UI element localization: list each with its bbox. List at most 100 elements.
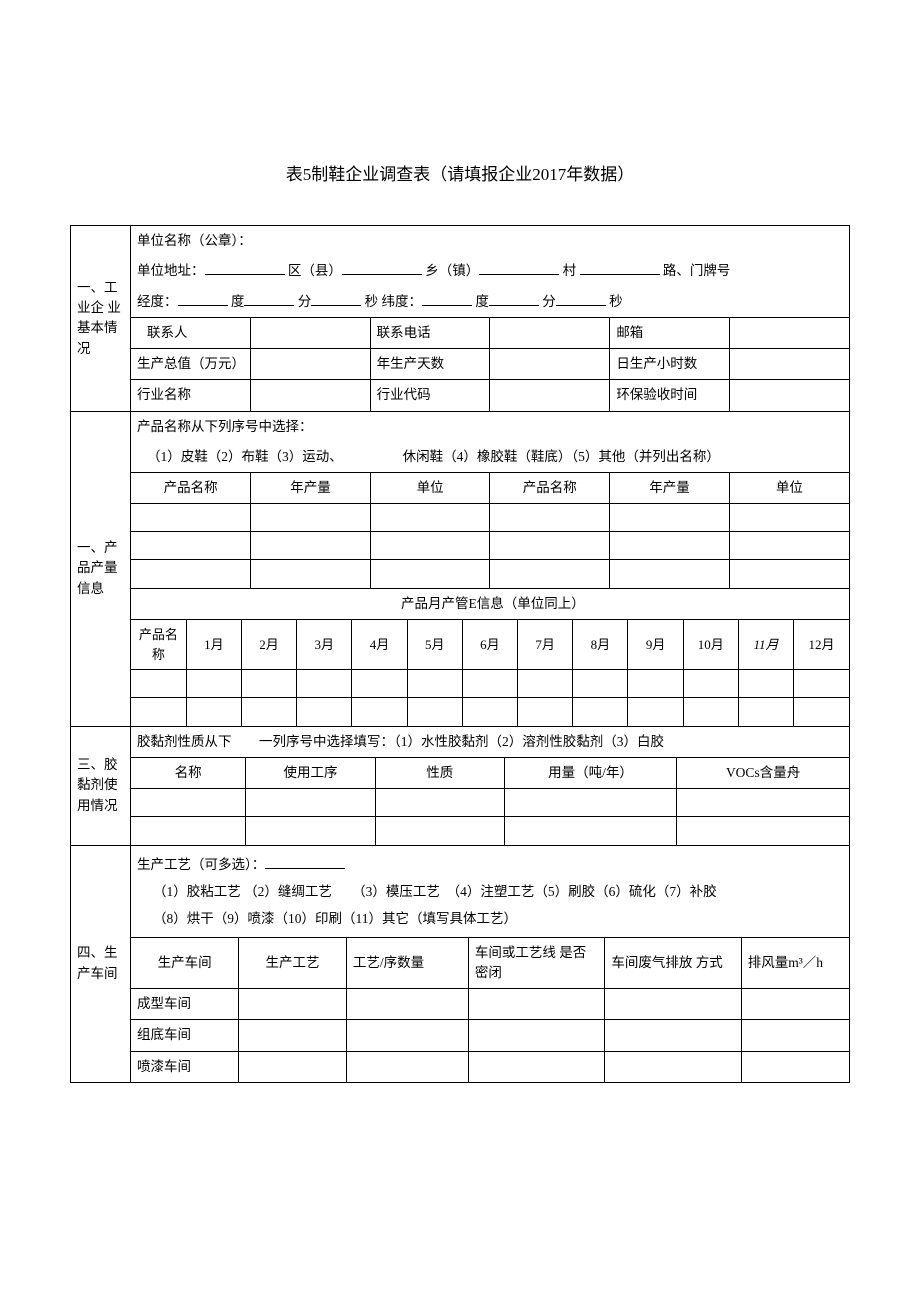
table-cell[interactable] bbox=[490, 532, 610, 560]
table-cell[interactable] bbox=[610, 504, 730, 532]
table-cell[interactable] bbox=[605, 1020, 741, 1051]
table-cell[interactable] bbox=[370, 560, 490, 588]
table-cell[interactable] bbox=[518, 670, 573, 698]
table-cell[interactable] bbox=[573, 670, 628, 698]
lng-deg-input[interactable] bbox=[178, 292, 228, 306]
table-cell[interactable] bbox=[370, 532, 490, 560]
table-cell[interactable] bbox=[683, 670, 738, 698]
table-cell[interactable] bbox=[131, 504, 251, 532]
table-cell[interactable] bbox=[246, 789, 375, 817]
table-cell[interactable] bbox=[741, 1020, 849, 1051]
table-cell[interactable] bbox=[605, 989, 741, 1020]
table-cell[interactable] bbox=[131, 560, 251, 588]
table-cell[interactable] bbox=[729, 560, 849, 588]
table-cell[interactable] bbox=[131, 670, 186, 698]
addr-road-input[interactable] bbox=[580, 262, 660, 276]
table-cell[interactable] bbox=[490, 504, 610, 532]
table-cell[interactable] bbox=[741, 1051, 849, 1082]
table-cell[interactable] bbox=[131, 698, 186, 726]
table-cell[interactable] bbox=[297, 670, 352, 698]
table-cell[interactable] bbox=[794, 670, 849, 698]
table-cell[interactable] bbox=[683, 698, 738, 726]
table-cell[interactable] bbox=[407, 670, 462, 698]
table-cell[interactable] bbox=[504, 817, 676, 845]
addr-village-input[interactable] bbox=[479, 262, 559, 276]
table-cell[interactable] bbox=[468, 1020, 604, 1051]
days-value[interactable] bbox=[490, 349, 610, 380]
table-cell[interactable] bbox=[741, 989, 849, 1020]
table-cell[interactable] bbox=[407, 698, 462, 726]
table-cell[interactable] bbox=[246, 817, 375, 845]
industry-value[interactable] bbox=[250, 380, 370, 411]
table-cell[interactable] bbox=[794, 698, 849, 726]
table-cell[interactable] bbox=[677, 789, 849, 817]
table-cell[interactable] bbox=[251, 532, 371, 560]
m6: 6月 bbox=[462, 620, 517, 670]
m10: 10月 bbox=[683, 620, 738, 670]
lng-sec-input[interactable] bbox=[311, 292, 361, 306]
table-cell[interactable] bbox=[462, 670, 517, 698]
lat-sec-input[interactable] bbox=[556, 292, 606, 306]
lat-deg-input[interactable] bbox=[422, 292, 472, 306]
email-label: 邮箱 bbox=[610, 317, 730, 348]
hours-value[interactable] bbox=[730, 349, 850, 380]
table-cell[interactable] bbox=[239, 989, 347, 1020]
table-cell[interactable] bbox=[573, 698, 628, 726]
lng-min-input[interactable] bbox=[244, 292, 294, 306]
table-cell[interactable] bbox=[251, 504, 371, 532]
ws-c2: 生产工艺 bbox=[239, 938, 347, 989]
table-cell[interactable] bbox=[186, 670, 241, 698]
table-cell[interactable] bbox=[239, 1020, 347, 1051]
table-cell[interactable] bbox=[729, 532, 849, 560]
table-cell[interactable] bbox=[628, 670, 683, 698]
table-cell[interactable] bbox=[346, 1020, 468, 1051]
table-cell[interactable] bbox=[239, 1051, 347, 1082]
table-cell[interactable] bbox=[610, 560, 730, 588]
table-cell[interactable] bbox=[131, 789, 246, 817]
table-cell[interactable] bbox=[241, 698, 296, 726]
table-cell[interactable] bbox=[462, 698, 517, 726]
table-cell[interactable] bbox=[610, 532, 730, 560]
envtime-value[interactable] bbox=[730, 380, 850, 411]
table-cell[interactable] bbox=[605, 1051, 741, 1082]
table-cell[interactable] bbox=[375, 789, 504, 817]
table-cell[interactable] bbox=[677, 817, 849, 845]
code-value[interactable] bbox=[490, 380, 610, 411]
table-cell[interactable] bbox=[375, 817, 504, 845]
table-cell[interactable] bbox=[352, 670, 407, 698]
m11: 11月 bbox=[738, 620, 793, 670]
ws-c1: 生产车间 bbox=[131, 938, 239, 989]
addr-district-input[interactable] bbox=[205, 262, 285, 276]
table-cell[interactable] bbox=[251, 560, 371, 588]
table-cell[interactable] bbox=[628, 698, 683, 726]
pname-h2: 产品名称 bbox=[490, 473, 610, 504]
table-cell[interactable] bbox=[370, 504, 490, 532]
table-cell[interactable] bbox=[738, 698, 793, 726]
table-cell[interactable] bbox=[504, 789, 676, 817]
addr-town: 乡（镇） bbox=[422, 263, 479, 278]
lat-min-input[interactable] bbox=[489, 292, 539, 306]
email-value[interactable] bbox=[730, 317, 850, 348]
addr-town-input[interactable] bbox=[342, 262, 422, 276]
output-value[interactable] bbox=[250, 349, 370, 380]
table-cell[interactable] bbox=[490, 560, 610, 588]
table-cell[interactable] bbox=[297, 698, 352, 726]
table-cell[interactable] bbox=[738, 670, 793, 698]
table-cell[interactable] bbox=[352, 698, 407, 726]
table-cell[interactable] bbox=[468, 989, 604, 1020]
table-cell[interactable] bbox=[186, 698, 241, 726]
addr-road: 路、门牌号 bbox=[660, 263, 731, 278]
phone-label: 联系电话 bbox=[370, 317, 490, 348]
table-cell[interactable] bbox=[468, 1051, 604, 1082]
table-cell[interactable] bbox=[346, 989, 468, 1020]
contact-value[interactable] bbox=[250, 317, 370, 348]
table-cell[interactable] bbox=[131, 817, 246, 845]
addr-village: 村 bbox=[559, 263, 579, 278]
table-cell[interactable] bbox=[346, 1051, 468, 1082]
table-cell[interactable] bbox=[518, 698, 573, 726]
table-cell[interactable] bbox=[131, 532, 251, 560]
process-input[interactable] bbox=[265, 855, 345, 869]
phone-value[interactable] bbox=[490, 317, 610, 348]
table-cell[interactable] bbox=[729, 504, 849, 532]
table-cell[interactable] bbox=[241, 670, 296, 698]
